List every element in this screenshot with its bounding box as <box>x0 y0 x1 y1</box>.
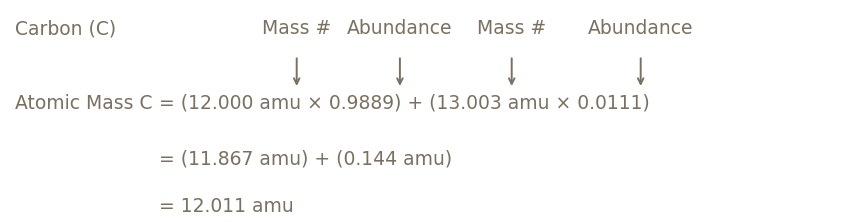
Text: Abundance: Abundance <box>347 19 452 38</box>
Text: = (12.000 amu × 0.9889) + (13.003 amu × 0.0111): = (12.000 amu × 0.9889) + (13.003 amu × … <box>159 94 650 113</box>
Text: Abundance: Abundance <box>588 19 693 38</box>
Text: Mass #: Mass # <box>262 19 331 38</box>
Text: = 12.011 amu: = 12.011 amu <box>159 197 294 216</box>
Text: Atomic Mass C: Atomic Mass C <box>15 94 153 113</box>
Text: = (11.867 amu) + (0.144 amu): = (11.867 amu) + (0.144 amu) <box>159 149 452 168</box>
Text: Carbon (C): Carbon (C) <box>15 19 117 38</box>
Text: Mass #: Mass # <box>477 19 546 38</box>
